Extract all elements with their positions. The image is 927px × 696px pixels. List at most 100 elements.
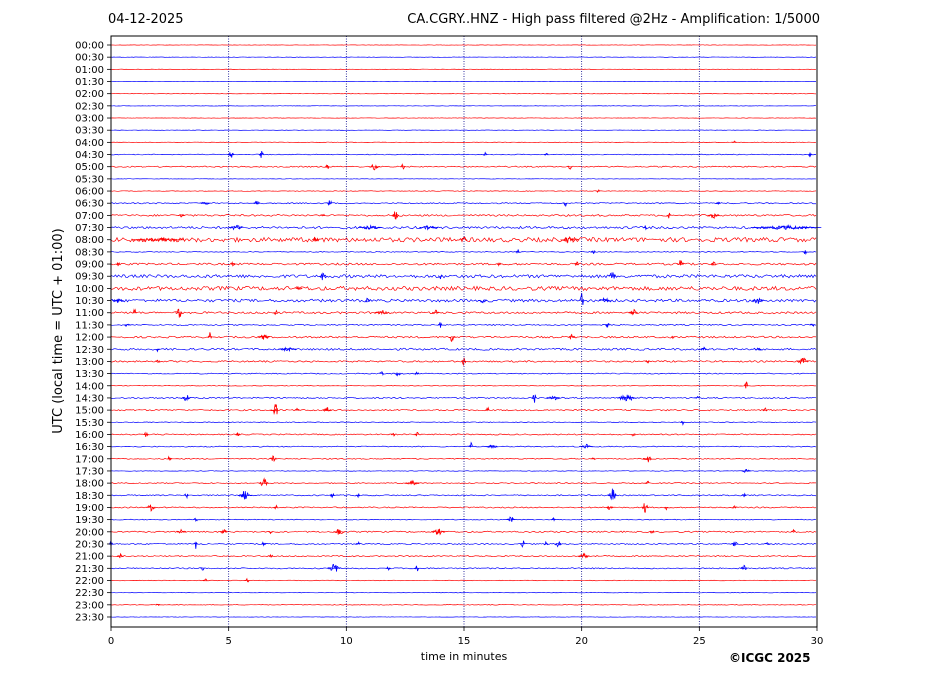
y-tick-label: 13:30 xyxy=(75,369,104,380)
trace-event xyxy=(235,432,241,437)
trace-event xyxy=(741,492,746,498)
trace-event xyxy=(419,225,439,231)
trace-line xyxy=(110,604,817,606)
trace-event xyxy=(482,151,488,156)
trace-event xyxy=(327,563,342,572)
trace-event xyxy=(628,308,638,316)
plot-date: 04-12-2025 xyxy=(108,12,184,27)
trace-row-1900 xyxy=(110,503,817,513)
y-tick-label: 22:30 xyxy=(75,588,104,599)
x-tick-label: 15 xyxy=(458,636,471,647)
trace-line xyxy=(110,236,817,243)
y-tick-label: 16:30 xyxy=(75,442,104,453)
y-tick-label: 13:00 xyxy=(75,357,104,368)
trace-row-1000 xyxy=(110,285,817,292)
trace-event xyxy=(322,407,332,412)
trace-event xyxy=(579,292,584,306)
plot-title: CA.CGRY..HNZ - High pass filtered @2Hz -… xyxy=(407,12,820,27)
trace-event xyxy=(732,140,737,143)
trace-event xyxy=(400,163,406,170)
trace-event xyxy=(671,335,676,340)
trace-event xyxy=(754,347,762,351)
trace-event xyxy=(515,249,521,254)
trace-event xyxy=(546,395,561,401)
trace-event xyxy=(269,408,277,416)
trace-event xyxy=(207,332,213,339)
trace-event xyxy=(273,404,278,415)
trace-event xyxy=(616,394,636,402)
trace-event xyxy=(607,488,617,501)
x-axis-label: time in minutes xyxy=(421,650,508,663)
y-tick-label: 04:30 xyxy=(75,150,104,161)
trace-event xyxy=(606,505,614,511)
trace-line xyxy=(110,153,817,156)
trace-line xyxy=(110,494,817,497)
trace-event xyxy=(320,213,325,217)
trace-line xyxy=(110,408,817,412)
trace-event xyxy=(200,567,205,571)
trace-event xyxy=(327,200,333,206)
trace-line xyxy=(110,567,817,570)
trace-event xyxy=(740,564,748,570)
trace-event xyxy=(743,381,749,389)
y-tick-label: 06:00 xyxy=(75,187,104,198)
y-tick-label: 11:00 xyxy=(75,308,104,319)
trace-event xyxy=(809,323,815,327)
trace-line xyxy=(110,262,817,266)
trace-line xyxy=(110,396,817,400)
trace-event xyxy=(641,503,649,513)
y-tick-label: 12:30 xyxy=(75,345,104,356)
trace-event xyxy=(496,262,502,267)
x-tick-label: 0 xyxy=(108,636,114,647)
trace-event xyxy=(680,420,685,426)
trace-event xyxy=(258,150,264,158)
trace-event xyxy=(294,407,300,411)
trace-event xyxy=(807,152,812,158)
trace-row-1100 xyxy=(110,308,817,318)
trace-event xyxy=(268,531,274,535)
trace-event xyxy=(143,431,149,437)
y-tick-label: 06:30 xyxy=(75,199,104,210)
trace-row-0830 xyxy=(110,249,817,256)
trace-event xyxy=(477,299,488,304)
trace-line xyxy=(110,251,817,253)
trace-event xyxy=(506,516,516,522)
trace-line xyxy=(110,202,817,205)
trace-row-0800 xyxy=(110,236,817,244)
trace-event xyxy=(468,441,474,449)
y-tick-label: 04:00 xyxy=(75,138,104,149)
y-tick-label: 21:30 xyxy=(75,564,104,575)
trace-event xyxy=(273,309,278,316)
trace-event xyxy=(392,211,400,220)
trace-event xyxy=(666,212,671,219)
trace-event xyxy=(245,577,250,583)
y-tick-label: 00:00 xyxy=(75,41,104,52)
trace-event xyxy=(642,456,653,463)
trace-event xyxy=(431,528,445,536)
y-tick-label: 03:00 xyxy=(75,114,104,125)
trace-row-1830 xyxy=(110,488,817,501)
trace-event xyxy=(278,346,297,353)
trace-line xyxy=(110,347,817,351)
trace-line xyxy=(110,482,817,485)
trace-event xyxy=(645,480,650,484)
trace-event xyxy=(155,603,160,606)
trace-event xyxy=(193,517,198,522)
trace-line xyxy=(110,518,817,521)
grid-layer xyxy=(228,36,700,627)
trace-event xyxy=(741,468,751,473)
trace-event xyxy=(567,165,573,170)
trace-event xyxy=(364,297,370,302)
trace-event xyxy=(237,491,253,500)
trace-event xyxy=(319,272,327,281)
trace-row-1230 xyxy=(110,346,817,353)
trace-event xyxy=(131,308,137,314)
trace-line xyxy=(110,421,817,424)
y-tick-label: 08:00 xyxy=(75,235,104,246)
trace-event xyxy=(355,493,361,499)
trace-event xyxy=(550,517,556,522)
y-tick-label: 19:00 xyxy=(75,503,104,514)
trace-row-1300 xyxy=(110,357,817,367)
trace-row-0430 xyxy=(110,150,817,158)
trace-event xyxy=(414,565,420,572)
